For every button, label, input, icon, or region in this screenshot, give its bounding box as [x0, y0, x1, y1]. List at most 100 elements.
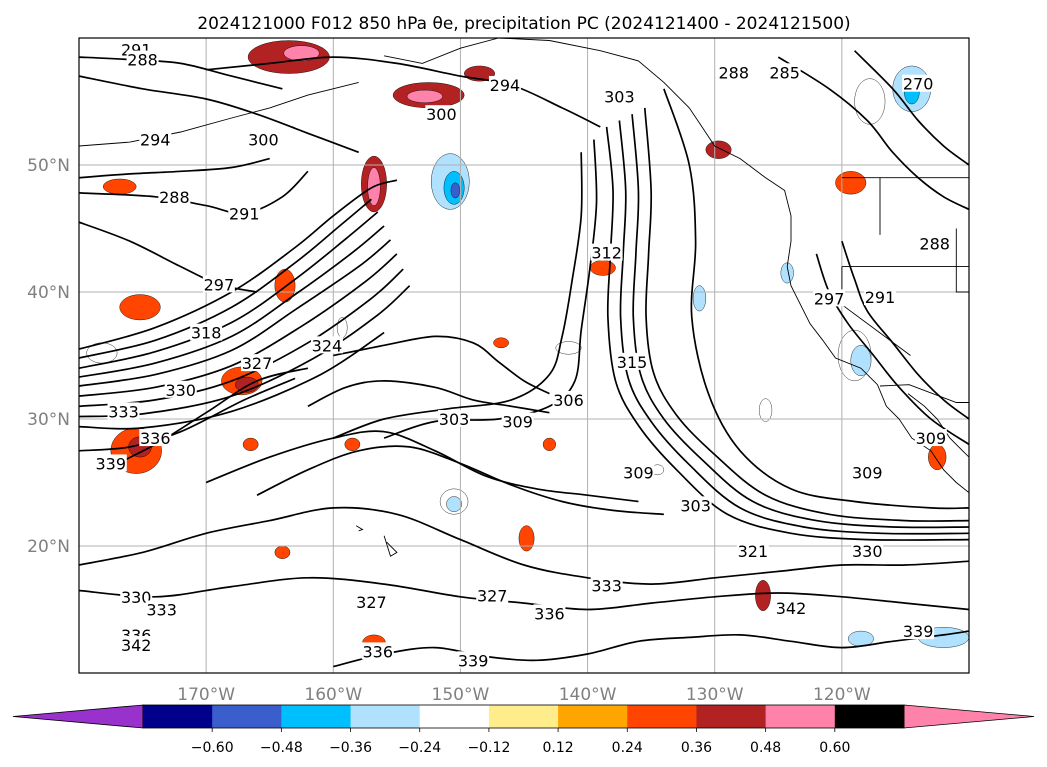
shaded-region: [493, 337, 509, 349]
colorbar-tick-label: −0.24: [398, 740, 441, 756]
contour-label-bg: [590, 243, 623, 261]
contour-line: [79, 198, 372, 359]
shaded-region: [928, 444, 947, 470]
contour-label-bg: [902, 622, 935, 640]
contour-line: [333, 335, 550, 395]
contour-label: 291: [229, 204, 260, 223]
colorbar-segment: [281, 705, 352, 728]
contour-label: 321: [738, 542, 769, 561]
contour-label-bg: [914, 429, 947, 447]
contour-label-bg: [120, 636, 153, 654]
contour-label-bg: [918, 234, 951, 252]
contour-label-bg: [164, 380, 197, 398]
contour-label-bg: [139, 429, 172, 447]
contour-line: [631, 114, 969, 529]
contour-label-bg: [488, 75, 521, 93]
colorbar-segment: [212, 705, 282, 728]
contour-label-bg: [425, 105, 458, 123]
shaded-region: [555, 341, 582, 355]
colorbar-segment: [350, 705, 421, 728]
shaded-region: [119, 294, 161, 321]
contour-line: [841, 240, 969, 420]
contour-label: 297: [814, 289, 845, 308]
contour-line: [333, 630, 969, 668]
contour-label-bg: [476, 586, 509, 604]
contour-label: 330: [121, 588, 152, 607]
contour-label-bg: [457, 651, 490, 669]
contour-label-bg: [145, 600, 178, 618]
latitude-tick-labels: 20°N 30°N 40°N 50°N: [27, 156, 70, 557]
contour-label: 300: [248, 131, 279, 150]
contour-line: [79, 179, 398, 350]
contour-label: 327: [242, 354, 273, 373]
contour-label: 318: [191, 324, 222, 343]
longitude-tick-label: 130°W: [686, 685, 744, 705]
contour-line: [79, 285, 411, 418]
shaded-region: [406, 89, 443, 103]
shaded-region: [692, 285, 707, 312]
latitude-tick-label: 50°N: [27, 156, 70, 176]
contour-label: 336: [140, 429, 171, 448]
contour-line: [333, 152, 583, 439]
contour-line: [853, 50, 969, 166]
contour-label-bg: [501, 412, 534, 430]
contour-label-bg: [355, 592, 388, 610]
contour-line: [618, 120, 969, 535]
contour-label: 336: [363, 642, 394, 661]
contour-line: [206, 56, 601, 128]
contour-line: [79, 56, 283, 90]
coastline: [79, 107, 270, 147]
shaded-region: [102, 178, 137, 195]
contour-line: [79, 239, 392, 387]
colorbar-tick-label: 0.48: [750, 740, 781, 756]
contour-label: 333: [146, 601, 177, 620]
shaded-region: [854, 78, 886, 125]
contour-label: 324: [312, 336, 343, 355]
contour-label-bg: [533, 604, 566, 622]
contour-label: 303: [680, 496, 711, 515]
contour-line: [79, 225, 385, 378]
contour-label-bg: [94, 454, 127, 472]
contour-label: 309: [623, 463, 654, 482]
latitude-tick-label: 30°N: [27, 410, 70, 430]
contour-label-bg: [851, 542, 884, 560]
map-frame: [78, 37, 970, 674]
contour-label-bg: [241, 354, 273, 372]
colorbar-tick-label: −0.12: [467, 740, 510, 756]
contour-label: 330: [852, 542, 883, 561]
contour-label-bg: [139, 130, 172, 148]
contour-label-bg: [120, 587, 153, 605]
contour-label-bg: [775, 599, 807, 617]
contour-line: [104, 367, 309, 471]
contour-label: 339: [96, 454, 127, 473]
contour-line: [79, 377, 296, 452]
shaded-region: [850, 345, 872, 377]
contour-line: [205, 430, 639, 503]
colorbar-tick-label: −0.60: [191, 740, 234, 756]
contour-label-bg: [851, 463, 884, 481]
contour-line: [307, 380, 550, 414]
shaded-region: [755, 580, 771, 611]
longitude-tick-label: 140°W: [559, 685, 617, 705]
colorbar-tick-label: −0.48: [260, 740, 303, 756]
coastline: [355, 525, 364, 532]
contour-label: 342: [776, 599, 807, 618]
contour-label-bg: [679, 496, 712, 514]
contour-label-bg: [736, 542, 769, 560]
contour-label: 285: [769, 63, 800, 82]
contour-label-bg: [603, 87, 636, 105]
shaded-region: [283, 45, 320, 62]
contour-label: 291: [865, 288, 896, 307]
contour-label: 330: [165, 381, 196, 400]
colorbar-tick-label: 0.60: [819, 740, 850, 756]
contour-label-bg: [768, 63, 801, 81]
shaded-region: [705, 140, 732, 159]
contour-label-bg: [228, 204, 261, 222]
contour-line: [79, 75, 359, 154]
contour-label: 303: [439, 410, 470, 429]
longitude-tick-labels: 170°W 160°W 150°W 140°W 130°W 120°W: [177, 685, 871, 705]
colorbar-extend-low: [12, 704, 144, 729]
colorbar-tick-label: 0.36: [681, 740, 712, 756]
colorbar-extend-high: [903, 704, 1035, 729]
